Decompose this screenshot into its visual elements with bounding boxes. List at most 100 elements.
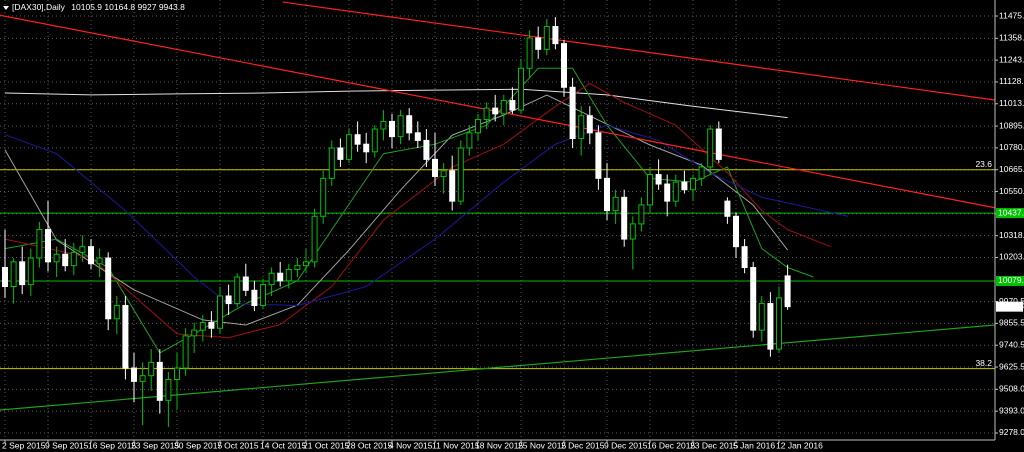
candle-body [664,183,671,202]
candle-body [638,204,645,225]
candle-body [475,119,481,134]
candle-body [535,37,542,50]
moving-average [4,124,848,307]
candle-body [285,268,292,282]
candle-body [165,378,172,401]
level-box [996,208,1024,219]
candle-body [432,158,438,177]
level-label: 10437.0 [998,207,1024,217]
candle-body [208,322,215,329]
y-tick-label: 11013.0 [999,98,1024,108]
candle-body [148,361,155,377]
candle-body [363,143,370,153]
open-value: 10105.9 [71,2,102,12]
x-tick-label: 25 Nov 2015 [518,440,566,450]
candle-body [96,257,103,265]
candle-body [518,67,524,111]
candle-body [182,335,189,369]
candle-body [724,200,731,217]
candle-body [217,295,223,329]
candle-body [371,128,378,153]
candle-body [457,147,464,202]
y-tick-label: 11243.0 [999,54,1024,64]
candle-body [595,132,602,179]
candle-body [19,261,26,286]
candle-body [690,177,696,191]
candle-body [500,100,507,115]
x-tick-label: 18 Nov 2015 [475,440,523,450]
y-tick-label: 9508.0 [999,384,1024,394]
candle-body [346,134,352,160]
candle-body [53,253,60,263]
y-tick-label: 10203.0 [999,252,1024,262]
candle-body [758,303,765,331]
candle-body [122,304,129,369]
candle-body [423,139,430,160]
candle-body [440,170,447,177]
grid [0,0,995,440]
candle-body [552,26,559,45]
y-tick-label: 10780.5 [999,142,1024,152]
x-tick-label: 11 Nov 2015 [432,440,480,450]
candle-body [79,246,86,253]
candles [2,17,791,427]
candle-body [612,196,619,212]
y-tick-label: 11128.0 [999,76,1024,86]
candle-body [715,128,722,160]
y-tick-label: 11475.5 [999,10,1024,20]
x-tick-label: 5 Jan 2016 [733,440,775,450]
candle-body [698,166,705,179]
candle-body [776,297,782,350]
symbol: [DAX30],Daily [12,2,66,12]
moving-average [4,67,814,354]
y-tick-label: 10318.0 [999,230,1024,240]
candle-body [139,375,146,382]
candle-body [88,246,94,265]
candle-body [320,177,327,217]
candle-body [586,115,593,134]
candle-body [483,107,490,121]
candle-body [131,367,137,382]
trendline [282,1,995,101]
x-tick-label: 30 Sep 2015 [174,440,222,450]
candle-body [389,120,395,138]
candle-body [199,322,206,331]
close-value: 9943.8 [159,2,185,12]
candle-body [647,174,653,206]
candle-body [621,196,628,240]
menu-arrow[interactable] [3,6,9,10]
x-tick-label: 21 Oct 2015 [303,440,350,450]
candle-body [492,107,499,115]
candle-body [354,134,361,145]
candle-body [406,115,413,134]
candle-body [174,367,180,380]
candle-body [294,265,301,270]
y-tick-label: 11358.0 [999,33,1024,43]
candle-body [10,261,17,288]
level-label: 23.6 [975,159,992,169]
candle-body [767,303,774,350]
candle-body [328,147,335,179]
x-tick-label: 23 Dec 2015 [690,440,738,450]
y-tick-label: 10665.5 [999,164,1024,174]
candle-body [311,215,318,263]
y-tick-label: 9625.5 [999,361,1024,371]
candle-body [36,229,43,259]
candle-body [251,289,258,306]
candle-body [113,304,120,320]
candle-body [45,229,51,263]
y-tick-label: 9278.0 [999,427,1024,437]
candle-body [380,120,387,130]
low-value: 9927 [138,2,157,12]
candle-body [260,284,266,306]
candle-body [277,272,284,282]
y-tick-label: 9855.5 [999,318,1024,328]
candle-body [397,115,404,138]
candle-body [242,276,249,291]
x-tick-label: 16 Dec 2015 [647,440,695,450]
candle-body [750,267,757,331]
candle-body [629,223,636,240]
candle-body [268,272,275,286]
y-tick-label: 9740.5 [999,339,1024,349]
